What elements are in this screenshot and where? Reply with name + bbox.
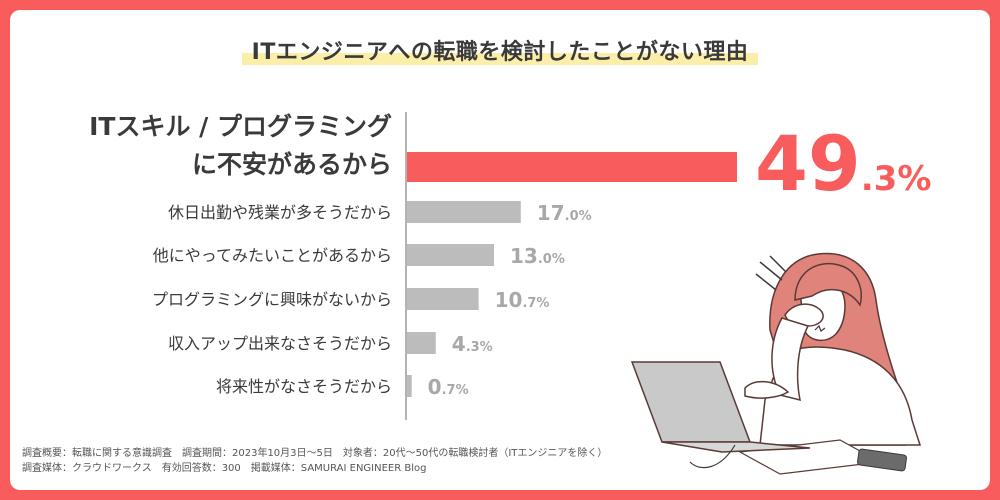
value-int: 13 — [510, 244, 538, 268]
value-int: 17 — [537, 201, 565, 225]
value-label-3: 10.7% — [495, 288, 550, 312]
worried-woman-illustration — [630, 252, 922, 475]
value-label-4: 4.3% — [452, 332, 493, 356]
value-decimal: .7% — [442, 383, 469, 398]
value-label-1: 17.0% — [537, 201, 592, 225]
value-label-0: 49.3% — [755, 119, 931, 208]
category-label-line: ITスキル / プログラミング — [89, 112, 392, 141]
chart-title: ITエンジニアへの転職を検討したことがない理由 — [241, 34, 759, 66]
category-label-4: 収入アップ出来なさそうだから — [168, 334, 392, 353]
category-label-0: ITスキル / プログラミングに不安があるから — [89, 112, 392, 179]
chart-title-text: ITエンジニアへの転職を検討したことがない理由 — [251, 40, 749, 65]
value-decimal: .0% — [538, 252, 565, 267]
category-label-2: 他にやってみたいことがあるから — [153, 246, 392, 265]
value-decimal: .7% — [522, 296, 549, 311]
value-int: 10 — [495, 288, 523, 312]
category-label-3: プログラミングに興味がないから — [152, 290, 392, 309]
survey-source: 調査媒体：クラウドワークス 有効回答数：300 掲載媒体：SAMURAI ENG… — [22, 463, 427, 474]
bar-0 — [407, 152, 737, 182]
bar-1 — [407, 201, 521, 223]
category-label-line: に不安があるから — [192, 150, 392, 179]
bars-group: ITスキル / プログラミングに不安があるから 49.3%休日出勤や残業が多そうだ… — [89, 112, 931, 399]
category-label-1: 休日出勤や残業が多そうだから — [168, 203, 392, 222]
title-marker-highlight — [241, 53, 759, 65]
bar-5 — [407, 375, 412, 397]
title-wrap: ITエンジニアへの転職を検討したことがない理由 — [0, 34, 1000, 66]
bar-3 — [407, 288, 479, 310]
survey-summary: 調査概要：転職に関する意識調査 調査期間：2023年10月3日〜5日 対象者：2… — [22, 448, 608, 459]
value-int: 0 — [428, 375, 442, 399]
value-int: 49 — [755, 119, 861, 208]
category-label-5: 将来性がなさそうだから — [216, 377, 392, 396]
bar-4 — [407, 332, 436, 354]
footer-note: 調査概要：転職に関する意識調査 調査期間：2023年10月3日〜5日 対象者：2… — [22, 446, 607, 476]
value-decimal: .3% — [466, 340, 493, 355]
value-decimal: .3% — [861, 159, 932, 199]
value-label-5: 0.7% — [428, 375, 469, 399]
value-int: 4 — [452, 332, 466, 356]
value-decimal: .0% — [565, 209, 592, 224]
bar-2 — [407, 244, 495, 266]
value-label-2: 13.0% — [510, 244, 565, 268]
